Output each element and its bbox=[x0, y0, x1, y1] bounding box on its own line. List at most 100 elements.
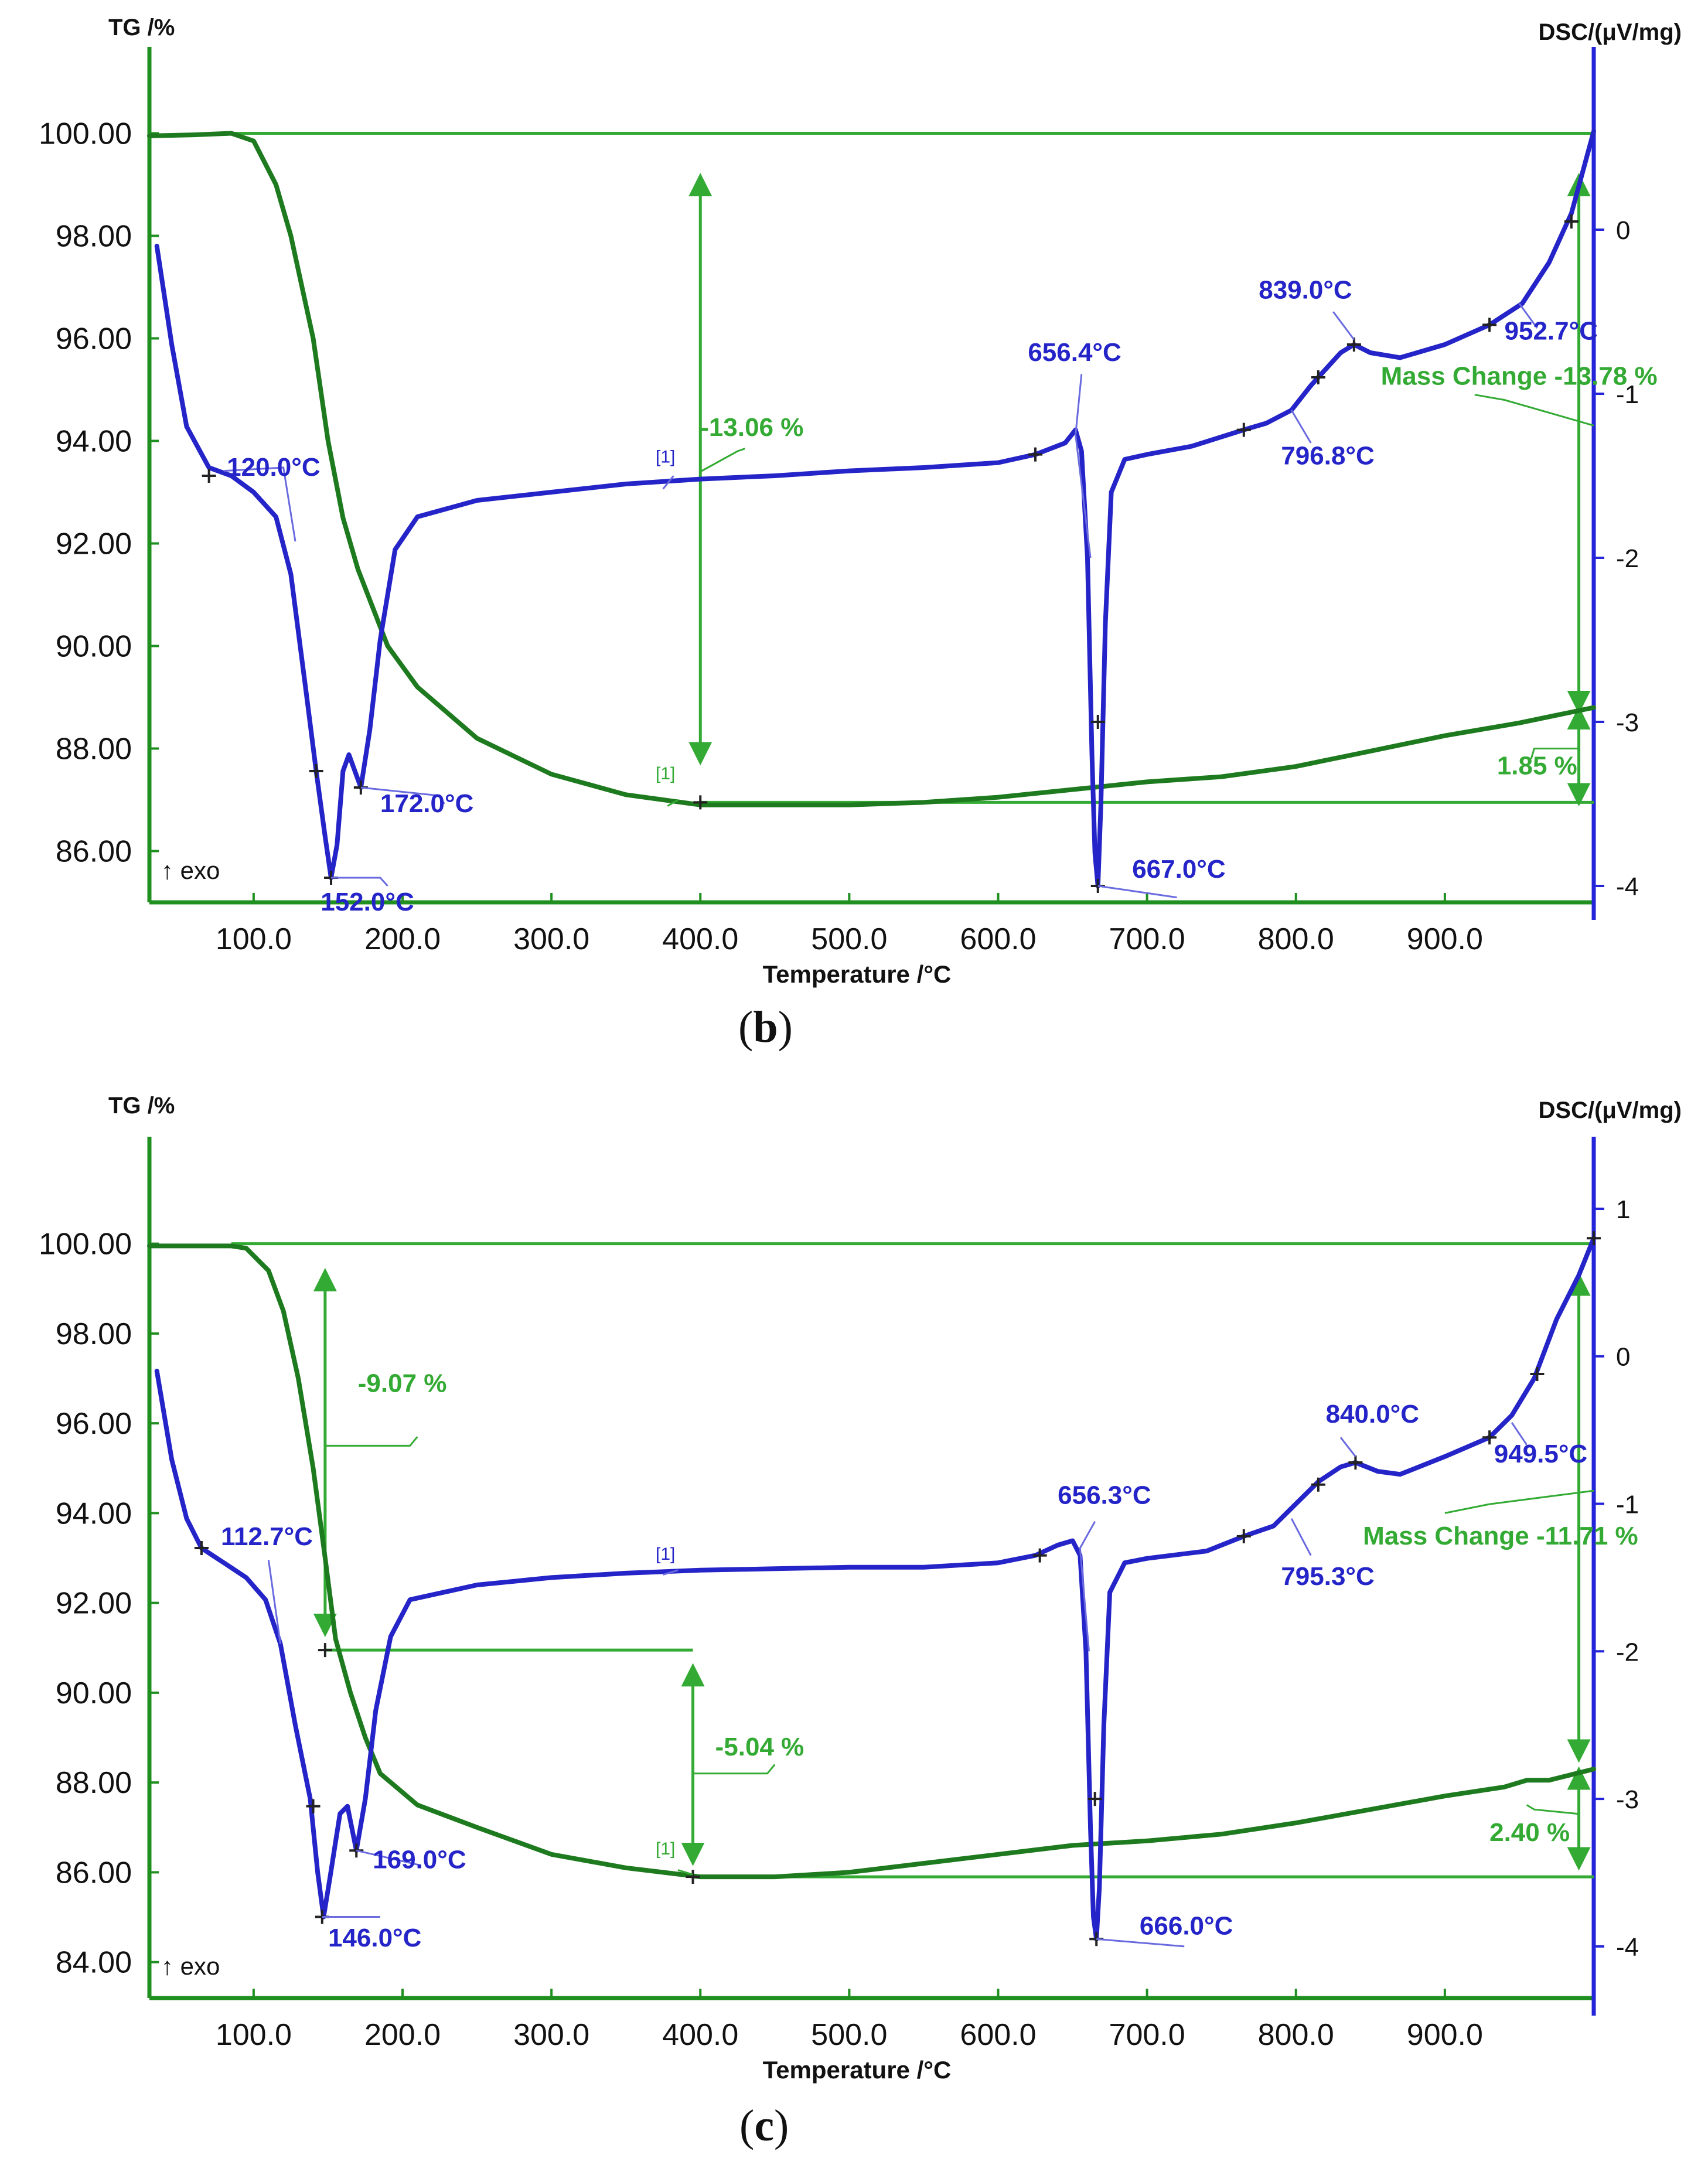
dsc-curve bbox=[154, 129, 1596, 888]
data-annotation-label: 169.0°C bbox=[373, 1845, 466, 1874]
dsc-point-marker bbox=[309, 764, 323, 778]
y-axis-left-title: TG /% bbox=[108, 15, 175, 40]
tg-curve bbox=[147, 1243, 1596, 1880]
step-index-label: [1] bbox=[656, 1839, 675, 1859]
panel-label-b: (b) bbox=[738, 1003, 793, 1052]
data-annotation-label: 120.0°C bbox=[227, 453, 320, 482]
y-right-tick-label: 1 bbox=[1616, 1195, 1630, 1224]
x-tick-label: 600.0 bbox=[960, 922, 1036, 956]
dsc-point-marker bbox=[1564, 214, 1579, 229]
y-left-tick-label: 86.00 bbox=[56, 835, 132, 869]
x-axis-title: Temperature /°C bbox=[763, 960, 952, 988]
dsc-point-marker bbox=[1348, 1455, 1363, 1470]
y-left-tick-label: 90.00 bbox=[56, 1676, 132, 1710]
x-tick-label: 700.0 bbox=[1109, 922, 1185, 956]
data-annotation-label: 949.5°C bbox=[1494, 1440, 1587, 1468]
y-axis-right-title: DSC/(μV/mg) bbox=[1539, 1097, 1682, 1123]
y-left-tick-label: 88.00 bbox=[56, 1766, 132, 1800]
annotation-leader-line bbox=[1290, 1518, 1312, 1556]
dsc-point-marker bbox=[202, 469, 216, 483]
y-left-tick-label: 96.00 bbox=[56, 1407, 132, 1441]
x-tick-label: 500.0 bbox=[811, 922, 887, 956]
x-tick-label: 100.0 bbox=[216, 922, 292, 956]
dsc-point-marker bbox=[306, 1799, 321, 1813]
exo-label: ↑ exo bbox=[161, 1952, 220, 1980]
data-annotation-label: Mass Change -11.71 % bbox=[1363, 1522, 1638, 1550]
y-right-tick-label: -1 bbox=[1616, 380, 1639, 409]
data-annotation-label: 796.8°C bbox=[1281, 441, 1374, 470]
x-tick-label: 200.0 bbox=[364, 2018, 441, 2052]
dsc-point-marker bbox=[1028, 447, 1043, 462]
y-right-tick-label: -1 bbox=[1616, 1491, 1639, 1519]
tg-point-marker bbox=[686, 1870, 700, 1884]
y-left-tick-label: 98.00 bbox=[56, 220, 132, 254]
x-tick-label: 900.0 bbox=[1407, 922, 1483, 956]
annotation-leader-line bbox=[1518, 303, 1538, 329]
annotation-leader-line bbox=[360, 786, 445, 804]
x-tick-label: 800.0 bbox=[1258, 2018, 1334, 2052]
data-annotation-label: 152.0°C bbox=[321, 888, 414, 916]
dsc-curve bbox=[154, 1236, 1596, 1942]
step-index-label: [1] bbox=[656, 764, 675, 783]
x-tick-label: 600.0 bbox=[960, 2018, 1036, 2052]
annotation-leader-line bbox=[1332, 311, 1355, 340]
annotation-leader-line bbox=[1530, 748, 1579, 759]
annotation-leader-line bbox=[1511, 1422, 1528, 1446]
x-tick-label: 400.0 bbox=[662, 2018, 738, 2052]
data-annotation-label: -5.04 % bbox=[715, 1733, 804, 1761]
chart-panel-b: TG /% DSC/(μV/mg) Temperature /°C 100.0 200.… bbox=[39, 15, 1682, 988]
data-annotation-label: 146.0°C bbox=[328, 1924, 421, 1952]
exo-label: ↑ exo bbox=[161, 857, 220, 884]
y-left-tick-label: 94.00 bbox=[56, 425, 132, 459]
annotation-leader-line bbox=[1097, 885, 1177, 899]
annotation-leader-line bbox=[1290, 410, 1312, 444]
x-tick-label: 700.0 bbox=[1109, 2018, 1185, 2052]
dsc-point-marker bbox=[1087, 1792, 1102, 1806]
dsc-point-marker bbox=[1311, 1477, 1325, 1492]
tg-point-marker bbox=[318, 1643, 332, 1658]
chart-panel-c: TG /% DSC/(μV/mg) Temperature /°C 100.0 200.… bbox=[39, 1093, 1682, 2084]
y-left-tick-label: 92.00 bbox=[56, 527, 132, 561]
y-left-tick-label: 88.00 bbox=[56, 732, 132, 766]
dsc-point-marker bbox=[1587, 1231, 1601, 1246]
annotation-leader-line bbox=[663, 1569, 679, 1576]
data-annotation-label: 656.3°C bbox=[1058, 1481, 1151, 1510]
annotation-leader-line bbox=[1526, 1804, 1579, 1815]
y-left-tick-label: 90.00 bbox=[56, 630, 132, 664]
y-left-tick-label: 84.00 bbox=[56, 1946, 132, 1980]
data-annotation-label: 795.3°C bbox=[1281, 1562, 1374, 1591]
y-right-tick-label: -3 bbox=[1616, 1785, 1639, 1814]
y-axis-left-title: TG /% bbox=[108, 1093, 175, 1119]
dsc-point-marker bbox=[194, 1541, 209, 1556]
y-right-tick-label: -2 bbox=[1616, 1638, 1639, 1666]
annotation-leader-line bbox=[1075, 374, 1092, 558]
tg-point-marker bbox=[693, 795, 708, 810]
annotation-leader-line bbox=[677, 1869, 694, 1876]
x-tick-label: 300.0 bbox=[513, 2018, 589, 2052]
x-tick-label: 100.0 bbox=[216, 2018, 292, 2052]
step-index-label: [1] bbox=[656, 448, 675, 467]
annotation-leader-line bbox=[667, 799, 679, 807]
dsc-point-marker bbox=[1090, 715, 1105, 729]
data-annotation-label: 2.40 % bbox=[1489, 1818, 1570, 1847]
x-tick-label: 400.0 bbox=[662, 922, 738, 956]
x-axis-title: Temperature /°C bbox=[763, 2056, 952, 2084]
y-left-tick-label: 86.00 bbox=[56, 1856, 132, 1890]
y-right-tick-label: -4 bbox=[1616, 872, 1639, 901]
y-left-tick-label: 92.00 bbox=[56, 1587, 132, 1621]
annotation-leader-line bbox=[1444, 1489, 1594, 1514]
y-left-tick-label: 100.00 bbox=[39, 117, 132, 151]
annotation-leader-line bbox=[224, 466, 296, 542]
annotation-leader-line bbox=[325, 1436, 418, 1447]
dsc-point-marker bbox=[1482, 318, 1497, 332]
y-left-tick-label: 94.00 bbox=[56, 1496, 132, 1530]
data-annotation-label: 1.85 % bbox=[1497, 751, 1577, 780]
x-tick-label: 900.0 bbox=[1407, 2018, 1483, 2052]
y-left-tick-label: 98.00 bbox=[56, 1317, 132, 1351]
annotation-leader-line bbox=[693, 1764, 776, 1775]
data-annotation-label: 840.0°C bbox=[1326, 1400, 1419, 1429]
x-tick-label: 300.0 bbox=[513, 922, 589, 956]
y-right-tick-label: -2 bbox=[1616, 544, 1639, 573]
dsc-point-marker bbox=[1032, 1548, 1047, 1563]
